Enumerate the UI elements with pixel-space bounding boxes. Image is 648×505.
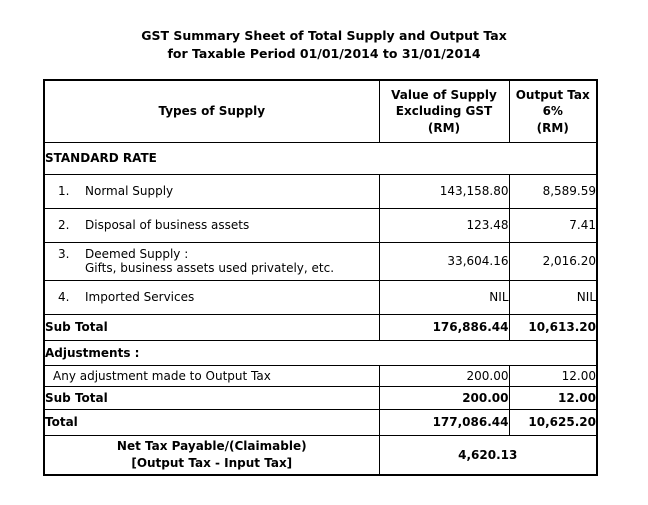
title-line-1: GST Summary Sheet of Total Supply and Ou… — [141, 28, 507, 43]
section-adjustments-row: Adjustments : — [43, 339, 598, 366]
row-value-cell: 123.48 — [378, 207, 510, 243]
subtotal-standard-rate-row: Sub Total 176,886.44 10,613.20 — [43, 313, 598, 341]
row-tax-cell: 7.41 — [508, 207, 598, 243]
row-sublabel: Gifts, business assets used privately, e… — [85, 261, 335, 276]
total-value-cell: 177,086.44 — [378, 408, 510, 436]
document-page: GST Summary Sheet of Total Supply and Ou… — [0, 0, 648, 477]
table-header-row: Types of Supply Value of Supply Excludin… — [43, 79, 598, 143]
total-label: Total — [43, 408, 380, 436]
subtotal-value-cell: 200.00 — [378, 385, 510, 410]
header-types-of-supply: Types of Supply — [43, 79, 380, 143]
subtotal-adjustments-row: Sub Total 200.00 12.00 — [43, 385, 598, 410]
subtotal-value-cell: 176,886.44 — [378, 313, 510, 341]
header-value-of-supply: Value of Supply Excluding GST (RM) — [378, 79, 510, 143]
header-output-tax: Output Tax 6% (RM) — [508, 79, 598, 143]
row-value-cell: 143,158.80 — [378, 173, 510, 209]
row-number: 2. — [58, 218, 70, 233]
title-line-2: for Taxable Period 01/01/2014 to 31/01/2… — [167, 46, 481, 62]
row-label-cell: 3. Deemed Supply : Gifts, business assets… — [43, 241, 380, 281]
table-row-deemed-supply: 3. Deemed Supply : Gifts, business assets… — [43, 241, 598, 281]
row-label: Disposal of business assets — [85, 218, 250, 233]
grand-total-row: Total 177,086.44 10,625.20 — [43, 408, 598, 436]
net-tax-label-cell: Net Tax Payable/(Claimable) [Output Tax … — [43, 434, 380, 476]
adjustment-value-cell: 200.00 — [378, 364, 510, 387]
net-tax-payable-row: Net Tax Payable/(Claimable) [Output Tax … — [43, 434, 598, 476]
adjustment-label: Any adjustment made to Output Tax — [43, 364, 380, 387]
row-label: Normal Supply — [85, 184, 174, 199]
net-tax-value-cell: 4,620.13 — [378, 434, 598, 476]
subtotal-label: Sub Total — [43, 313, 380, 341]
row-label: Imported Services — [85, 290, 195, 305]
row-label: Deemed Supply : — [85, 247, 189, 262]
row-number: 3. — [58, 247, 70, 262]
row-tax-cell: NIL — [508, 279, 598, 315]
gst-summary-table: Types of Supply Value of Supply Excludin… — [43, 79, 598, 477]
net-tax-label-line-2: [Output Tax - Input Tax] — [131, 456, 293, 470]
section-standard-rate-row: STANDARD RATE — [43, 141, 598, 175]
adjustments-label: Adjustments : — [43, 339, 598, 366]
subtotal-tax-cell: 12.00 — [508, 385, 598, 410]
net-tax-label-line-1: Net Tax Payable/(Claimable) — [116, 439, 307, 454]
row-label-cell: 4. Imported Services — [43, 279, 380, 315]
standard-rate-label: STANDARD RATE — [43, 141, 598, 175]
table-row-disposal-assets: 2. Disposal of business assets 123.48 7.4… — [43, 207, 598, 243]
row-label-cell: 1. Normal Supply — [43, 173, 380, 209]
subtotal-label: Sub Total — [43, 385, 380, 410]
table-row-imported-services: 4. Imported Services NIL NIL — [43, 279, 598, 315]
row-value-cell: 33,604.16 — [378, 241, 510, 281]
subtotal-tax-cell: 10,613.20 — [508, 313, 598, 341]
row-tax-cell: 2,016.20 — [508, 241, 598, 281]
adjustment-tax-cell: 12.00 — [508, 364, 598, 387]
row-number: 4. — [58, 290, 70, 305]
adjustment-output-tax-row: Any adjustment made to Output Tax 200.00… — [43, 364, 598, 387]
row-number: 1. — [58, 184, 70, 199]
row-tax-cell: 8,589.59 — [508, 173, 598, 209]
table-row-normal-supply: 1. Normal Supply 143,158.80 8,589.59 — [43, 173, 598, 209]
total-tax-cell: 10,625.20 — [508, 408, 598, 436]
row-label-cell: 2. Disposal of business assets — [43, 207, 380, 243]
row-value-cell: NIL — [378, 279, 510, 315]
document-title: GST Summary Sheet of Total Supply and Ou… — [0, 0, 648, 63]
